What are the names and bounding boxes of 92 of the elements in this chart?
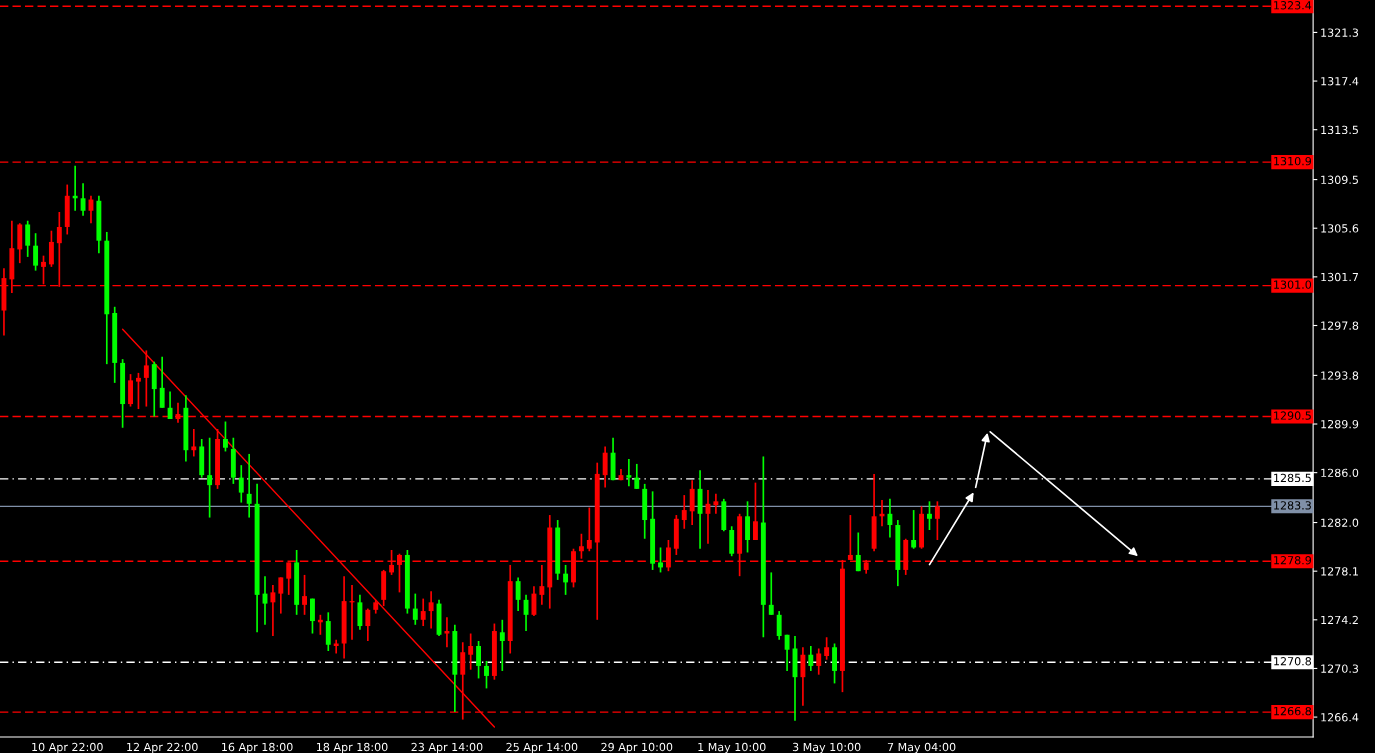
y-tick-label: 1301.7 [1321, 272, 1358, 282]
candlestick [246, 453, 252, 519]
y-tick-label: 1270.3 [1321, 664, 1359, 673]
candlestick [325, 611, 331, 652]
candlestick [824, 636, 830, 661]
ref-line-label: 1270.8 [1274, 657, 1312, 666]
candlestick [808, 645, 814, 672]
y-tick-label: 1313.5 [1321, 125, 1358, 135]
candlestick [270, 584, 276, 637]
candlestick [80, 182, 86, 217]
candlestick [191, 428, 197, 458]
y-tick-label: 1286.0 [1321, 468, 1359, 478]
candlestick [278, 576, 284, 615]
candlestick [302, 574, 307, 616]
y-tick-label: 1278.1 [1321, 567, 1358, 576]
y-tick-label: 1305.6 [1321, 224, 1359, 233]
candlestick [602, 445, 608, 489]
y-tick-label: 1266.4 [1321, 713, 1359, 722]
ref-line-label: 1266.8 [1274, 706, 1312, 716]
candlestick [626, 458, 632, 488]
candlestick [729, 525, 735, 558]
candlestick [207, 436, 213, 519]
y-tick-label: 1297.8 [1321, 321, 1359, 330]
candlestick [33, 232, 39, 272]
ref-line-label: 1278.9 [1274, 556, 1312, 565]
candlestick [365, 607, 371, 642]
candlestick [128, 373, 133, 408]
ref-line-label: 1323.4 [1274, 1, 1312, 10]
ref-line-label: 1310.9 [1274, 156, 1312, 166]
ref-line-label: 1283.3 [1274, 501, 1311, 510]
candlestick [135, 372, 141, 410]
candlestick [689, 479, 695, 526]
y-tick-label: 1317.4 [1321, 77, 1359, 86]
candlestick [855, 531, 861, 573]
ref-line-label: 1301.0 [1274, 280, 1312, 289]
candlestick [927, 500, 932, 531]
candlestick [499, 618, 505, 672]
candlestick [468, 632, 474, 671]
candlestick [412, 592, 418, 626]
candlestick [658, 546, 663, 574]
y-tick-label: 1309.5 [1321, 175, 1358, 184]
candlestick [745, 500, 750, 554]
candlestick [484, 660, 489, 690]
candlestick [310, 597, 315, 635]
candlestick [784, 633, 790, 672]
candlestick [420, 597, 426, 627]
candlestick [428, 590, 434, 630]
ref-line-label: 1290.5 [1274, 411, 1311, 420]
candlestick [476, 640, 482, 680]
candlestick [25, 219, 31, 258]
candlestick [563, 564, 569, 596]
candlestick [515, 576, 521, 612]
y-tick-label: 1293.8 [1321, 371, 1359, 380]
candlestick [48, 229, 54, 268]
candlestick [800, 646, 806, 707]
candlestick [681, 494, 687, 530]
candlestick [143, 349, 149, 408]
x-tick-label: 29 Apr 10:00 [601, 742, 673, 753]
x-tick-label: 25 Apr 14:00 [506, 742, 578, 753]
ref-line-label: 1285.5 [1274, 473, 1311, 483]
candlestick [578, 532, 584, 560]
candlestick [832, 642, 837, 685]
x-tick-label: 23 Apr 14:00 [411, 742, 483, 753]
candlestick [768, 571, 774, 616]
candlestick [911, 509, 917, 550]
candlestick [167, 390, 173, 420]
candlestick [586, 506, 592, 553]
candlestick [776, 610, 782, 641]
x-tick-label: 10 Apr 22:00 [32, 742, 103, 753]
y-tick-label: 1274.2 [1321, 615, 1358, 625]
candlestick [238, 464, 244, 504]
candlestick [934, 500, 940, 541]
candlestick [634, 463, 640, 490]
candlestick [816, 647, 822, 676]
x-tick-label: 1 May 10:00 [698, 742, 766, 753]
x-tick-label: 12 Apr 22:00 [127, 742, 198, 753]
candlestick [357, 594, 363, 631]
candlestick [887, 498, 893, 539]
candlestick [222, 420, 228, 453]
y-tick-label: 1321.3 [1321, 28, 1359, 37]
candlestick [713, 493, 719, 515]
y-tick-label: 1282.0 [1321, 518, 1359, 527]
candlestick [752, 481, 758, 541]
candlestick [539, 564, 545, 606]
x-tick-label: 16 Apr 18:00 [222, 742, 293, 753]
candlestick [159, 355, 165, 409]
x-tick-label: 3 May 10:00 [792, 742, 861, 753]
candlestick [531, 585, 537, 617]
x-tick-label: 18 Apr 18:00 [317, 742, 388, 753]
candlestick [444, 616, 450, 649]
y-tick-label: 1289.9 [1321, 419, 1359, 429]
x-tick-label: 7 May 04:00 [887, 742, 956, 753]
